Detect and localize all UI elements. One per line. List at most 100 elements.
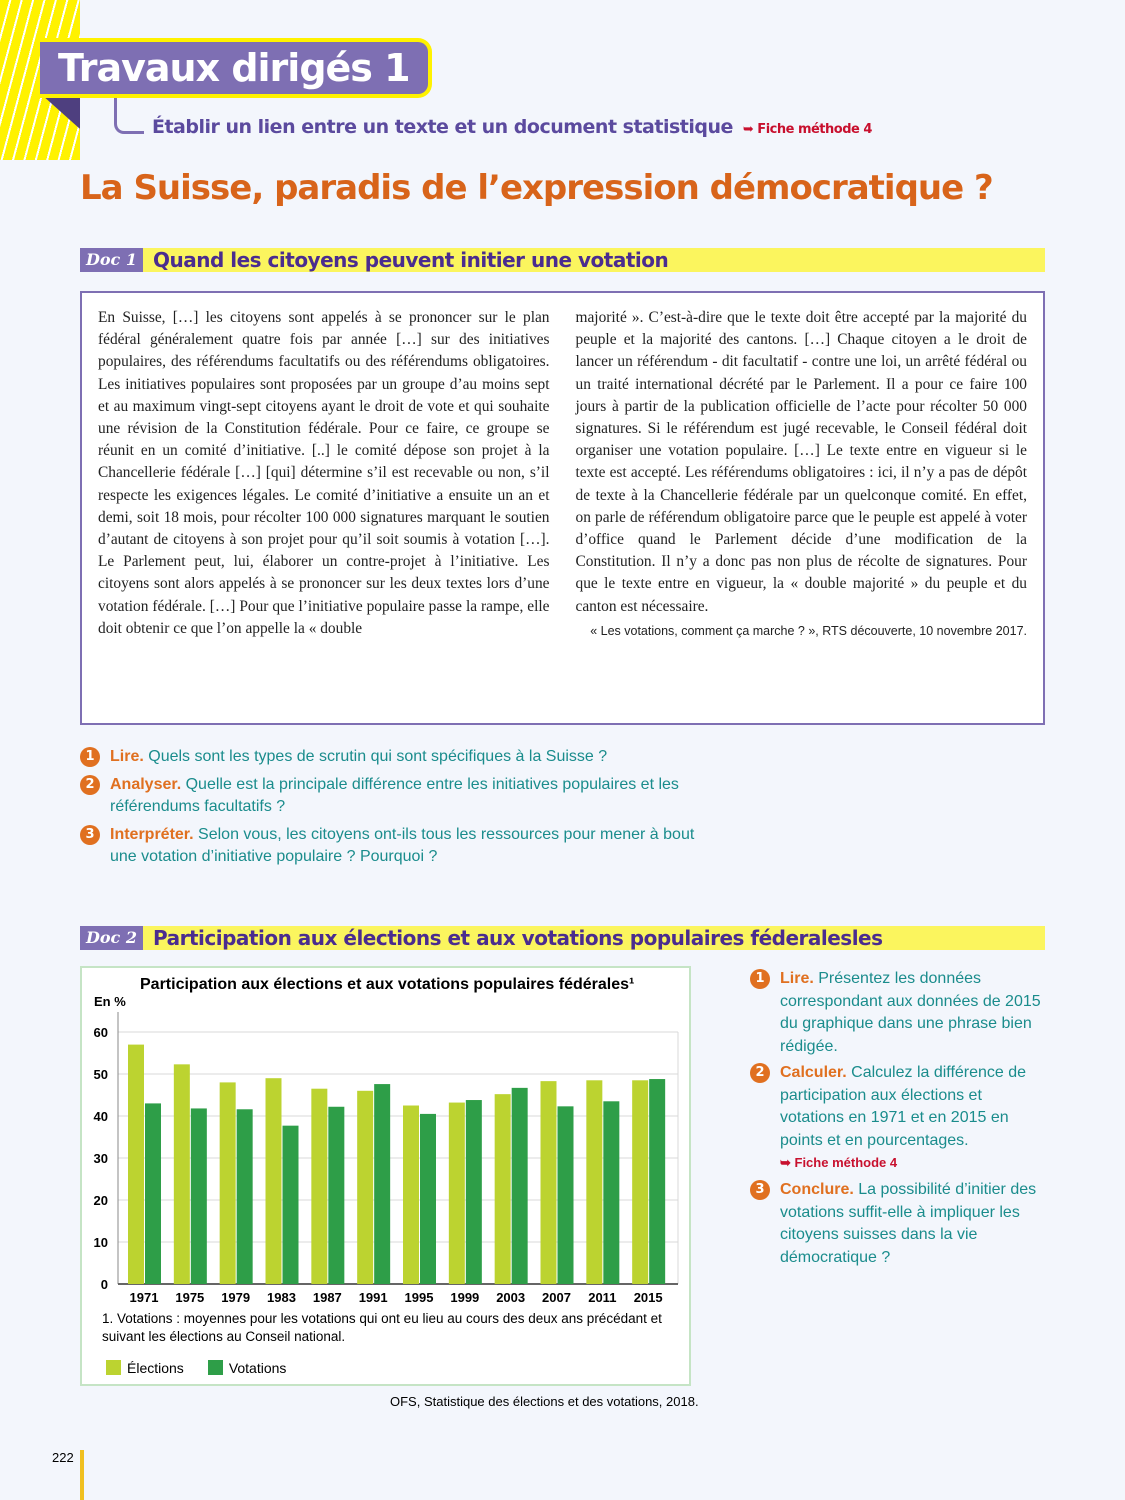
x-tick-label: 1987: [313, 1290, 342, 1305]
number-badge: 3: [80, 825, 100, 845]
doc1-column-1: En Suisse, […] les citoyens sont appelés…: [98, 309, 550, 637]
bar-votations-1975: [190, 1108, 207, 1284]
number-badge: 2: [80, 775, 100, 795]
x-tick-label: 1975: [175, 1290, 204, 1305]
doc1-text-box: En Suisse, […] les citoyens sont appelés…: [80, 291, 1045, 725]
question-key: Lire.: [110, 748, 144, 765]
number-badge: 2: [750, 1063, 770, 1083]
question-text: Selon vous, les citoyens ont-ils tous le…: [110, 826, 695, 865]
x-tick-label: 1991: [359, 1290, 388, 1305]
question-key: Lire.: [780, 970, 814, 987]
question-key: Conclure.: [780, 1181, 854, 1198]
bar-elections-2003: [494, 1094, 511, 1284]
bar-elections-1991: [357, 1090, 374, 1284]
number-badge: 1: [750, 969, 770, 989]
doc2-header: Doc 2 Participation aux élections et aux …: [80, 926, 1045, 950]
number-badge: 3: [750, 1180, 770, 1200]
doc1-title: Quand les citoyens peuvent initier une v…: [153, 248, 669, 272]
doc2-question-3: 3 Conclure. La possibilité d’initier des …: [750, 1179, 1050, 1269]
question-key: Analyser.: [110, 776, 182, 793]
fiche-link[interactable]: ➥ Fiche méthode 4: [780, 1155, 898, 1170]
doc1-tag: Doc 1: [80, 248, 143, 272]
bar-votations-1971: [145, 1103, 161, 1284]
bar-chart: En % 0 10 20 30 40 50 60 1971 1975 1979 1983 1987 199…: [94, 994, 679, 1305]
x-tick-label: 1995: [405, 1290, 434, 1305]
bar-votations-2007: [557, 1106, 574, 1284]
bar-elections-1983: [265, 1078, 282, 1284]
question-text: La possibilité d’initier des votations s…: [780, 1181, 1037, 1266]
y-tick-label: 20: [94, 1193, 108, 1208]
arrow-icon: [114, 98, 144, 134]
bar-votations-1983: [282, 1125, 299, 1284]
doc1-header: Doc 1 Quand les citoyens peuvent initier …: [80, 248, 1045, 272]
bar-elections-2011: [586, 1080, 603, 1284]
bar-votations-1987: [328, 1106, 345, 1284]
legend-label: Élections: [127, 1360, 184, 1376]
bar-votations-2015: [649, 1079, 666, 1284]
chart-title: Participation aux élections et aux votat…: [140, 976, 635, 993]
x-tick-label: 2015: [634, 1290, 663, 1305]
y-tick-label: 30: [94, 1151, 108, 1166]
y-tick-label: 50: [94, 1067, 108, 1082]
doc2-question-1: 1 Lire. Présentez les données corresponda…: [750, 968, 1050, 1058]
y-tick-label: 40: [94, 1109, 108, 1124]
question-text: Quelle est la principale différence entr…: [110, 776, 679, 815]
bar-votations-1999: [465, 1100, 482, 1284]
x-tick-label: 2007: [542, 1290, 571, 1305]
question-text: Présentez les données correspondant aux …: [780, 970, 1041, 1055]
chart-source: OFS, Statistique des élections et des vo…: [390, 1394, 699, 1409]
y-tick-label: 10: [94, 1235, 108, 1250]
x-tick-label: 1979: [221, 1290, 250, 1305]
doc2-tag: Doc 2: [80, 926, 143, 950]
bar-elections-1995: [403, 1105, 419, 1284]
legend-swatch: [106, 1360, 121, 1375]
question-text: Quels sont les types de scrutin qui sont…: [143, 748, 608, 765]
chart-box: Participation aux élections et aux votat…: [80, 966, 691, 1386]
x-tick-label: 1999: [450, 1290, 479, 1305]
x-tick-label: 1983: [267, 1290, 296, 1305]
bar-votations-1995: [420, 1113, 436, 1284]
question-key: Calculer.: [780, 1064, 847, 1081]
chart-legend: Élections Votations: [106, 1360, 286, 1376]
question-text: Calculez la différence de participation …: [780, 1064, 1027, 1149]
bar-elections-1971: [128, 1044, 144, 1284]
bar-elections-1979: [219, 1082, 236, 1284]
x-tick-label: 1971: [130, 1290, 159, 1305]
x-tick-label: 2011: [588, 1290, 616, 1305]
page-bar: [80, 1450, 84, 1500]
fiche-link[interactable]: ➥ Fiche méthode 4: [742, 122, 873, 137]
y-tick-label: 0: [101, 1277, 108, 1292]
bar-elections-2015: [632, 1080, 649, 1284]
legend-label: Votations: [228, 1360, 287, 1376]
y-axis-label: En %: [94, 994, 126, 1009]
doc1-source: « Les votations, comment ça marche ? », …: [590, 623, 1027, 638]
bar-elections-2007: [540, 1081, 557, 1284]
legend-item-elections: Élections: [106, 1360, 184, 1376]
question-key: Interpréter.: [110, 826, 194, 843]
bar-elections-1987: [311, 1088, 328, 1284]
x-tick-label: 2003: [496, 1290, 525, 1305]
doc2-title: Participation aux élections et aux votat…: [153, 926, 883, 950]
bar-votations-2011: [603, 1101, 620, 1284]
section-banner: Travaux dirigés 1: [40, 38, 432, 98]
y-tick-label: 60: [94, 1025, 108, 1040]
bar-votations-1991: [374, 1084, 391, 1284]
bar-elections-1975: [173, 1064, 190, 1284]
doc1-question-3: 3 Interpréter. Selon vous, les citoyens o…: [80, 824, 700, 868]
chart-note: 1. Votations : moyennes pour les votatio…: [102, 1311, 662, 1344]
page-number: 222: [52, 1450, 74, 1465]
doc1-question-1: 1 Lire. Quels sont les types de scrutin q…: [80, 746, 700, 768]
bar-elections-1999: [448, 1102, 465, 1284]
doc2-question-2: 2 Calculer. Calculez la différence de par…: [750, 1062, 1050, 1175]
bar-votations-2003: [511, 1087, 528, 1284]
bar-votations-1979: [236, 1109, 253, 1284]
legend-swatch: [207, 1360, 223, 1375]
subtitle: Établir un lien entre un texte et un doc…: [152, 116, 872, 138]
subtitle-text: Établir un lien entre un texte et un doc…: [152, 116, 733, 138]
doc1-column-2-text: majorité ». C’est-à-dire que le texte do…: [575, 309, 1028, 615]
number-badge: 1: [80, 747, 100, 767]
page-title: La Suisse, paradis de l’expression démoc…: [80, 168, 994, 208]
legend-item-votations: Votations: [207, 1360, 287, 1376]
doc1-column-2: majorité ». C’est-à-dire que le texte do…: [576, 307, 1028, 723]
doc1-question-2: 2 Analyser. Quelle est la principale diff…: [80, 774, 700, 818]
